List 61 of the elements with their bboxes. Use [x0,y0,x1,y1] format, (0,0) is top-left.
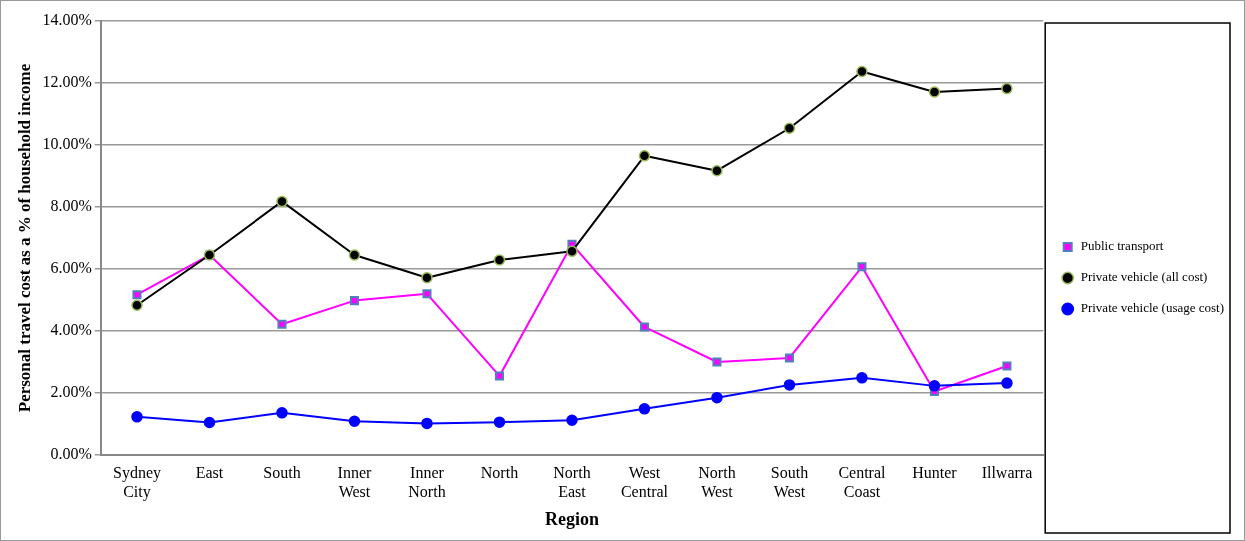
x-tick-label: East [195,463,224,481]
point [783,122,796,135]
point [422,289,432,299]
y-tick-label: 8.00% [50,197,92,215]
x-tick-label: North [480,463,519,481]
point [421,417,433,430]
x-tick-label: Illwarra [981,463,1033,481]
x-tick-label: North East [553,463,591,500]
point [348,249,361,261]
x-tick-label: Hunter [912,463,958,481]
legend-label: Private vehicle (usage cost) [1080,300,1225,316]
x-tick-label: Sydney City [112,463,161,501]
point [131,299,143,312]
point [1001,82,1013,95]
point [493,254,506,266]
y-tick-label: 14.00% [42,11,92,29]
x-tick-label: Inner West [337,463,373,500]
point [132,290,142,300]
y-tick-label: 12.00% [42,73,92,91]
point [712,357,722,367]
point [493,416,506,428]
x-tick-label: South West [770,463,809,500]
y-tick-label: 4.00% [50,321,92,339]
y-axis-title: Personal travel cost as a % of household income [14,63,34,413]
point [566,245,578,258]
point [348,415,361,427]
y-tick-label: 0.00% [50,445,92,463]
point [928,380,941,392]
point [494,371,504,381]
point [131,411,143,423]
point [276,195,288,208]
point [1001,377,1013,389]
x-axis-title: Region [544,508,599,529]
point [856,65,868,78]
x-tick-label: West Central [620,463,669,500]
x-tick-label: Inner North [408,463,446,500]
point [857,262,867,272]
legend-label: Public transport [1080,238,1164,254]
point [276,407,288,419]
point [349,296,360,306]
point [638,150,651,162]
x-tick-label: North West [698,463,736,500]
point [639,322,649,332]
point [784,353,794,363]
point [856,372,868,384]
point [203,416,216,429]
point [421,271,433,284]
point [711,391,723,404]
point [1002,361,1012,371]
y-tick-label: 2.00% [50,383,92,401]
point [783,379,796,391]
point [566,414,578,427]
point [928,86,941,98]
x-tick-label: South [263,463,301,481]
point [638,403,651,415]
y-tick-label: 10.00% [42,135,92,153]
point [277,319,287,329]
point [711,164,723,177]
legend-label: Private vehicle (all cost) [1080,269,1208,285]
x-tick-label: Central Coast [838,463,887,500]
y-tick-label: 6.00% [50,259,92,277]
